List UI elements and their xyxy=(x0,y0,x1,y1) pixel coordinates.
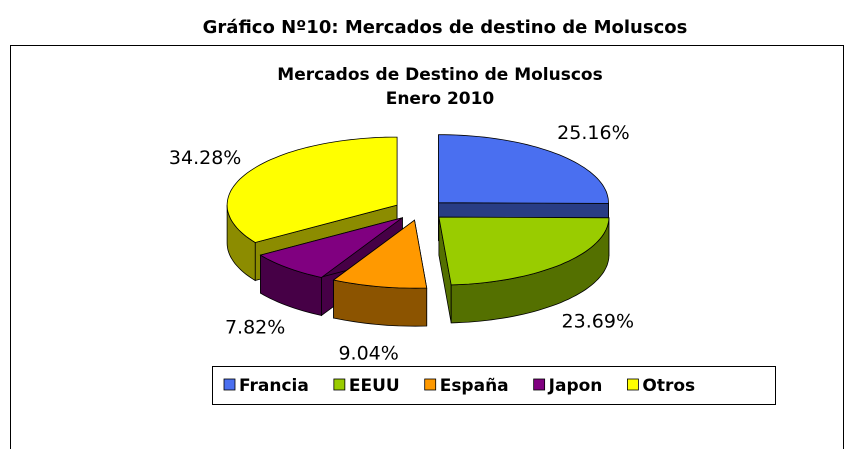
chart-title: Mercados de Destino de Moluscos xyxy=(277,65,602,85)
legend-swatch xyxy=(424,378,437,391)
slice-top xyxy=(332,219,428,289)
slice-top xyxy=(226,136,398,243)
slice-top xyxy=(438,134,609,204)
legend-label: EEUU xyxy=(349,376,400,396)
slice-top xyxy=(438,216,610,286)
legend-swatch xyxy=(223,378,236,391)
legend-swatch xyxy=(533,378,546,391)
data-label: 25.16% xyxy=(557,122,629,144)
legend-swatch xyxy=(333,378,346,391)
legend-box xyxy=(212,366,776,405)
pie-slice xyxy=(438,216,610,324)
pie-slice xyxy=(332,219,428,327)
page-title: Gráfico Nº10: Mercados de destino de Mol… xyxy=(203,17,688,38)
legend-swatch xyxy=(627,378,639,391)
legend-label: España xyxy=(440,376,509,396)
data-label: 23.69% xyxy=(562,311,634,333)
legend-label: Otros xyxy=(642,376,695,396)
legend-label: Japon xyxy=(548,376,603,396)
data-label: 34.28% xyxy=(169,147,241,169)
chart-subtitle: Enero 2010 xyxy=(386,89,495,109)
data-label: 7.82% xyxy=(225,316,285,338)
legend-label: Francia xyxy=(239,376,309,396)
data-label: 9.04% xyxy=(338,342,398,364)
slice-top xyxy=(259,217,403,278)
chart-frame xyxy=(10,45,844,449)
